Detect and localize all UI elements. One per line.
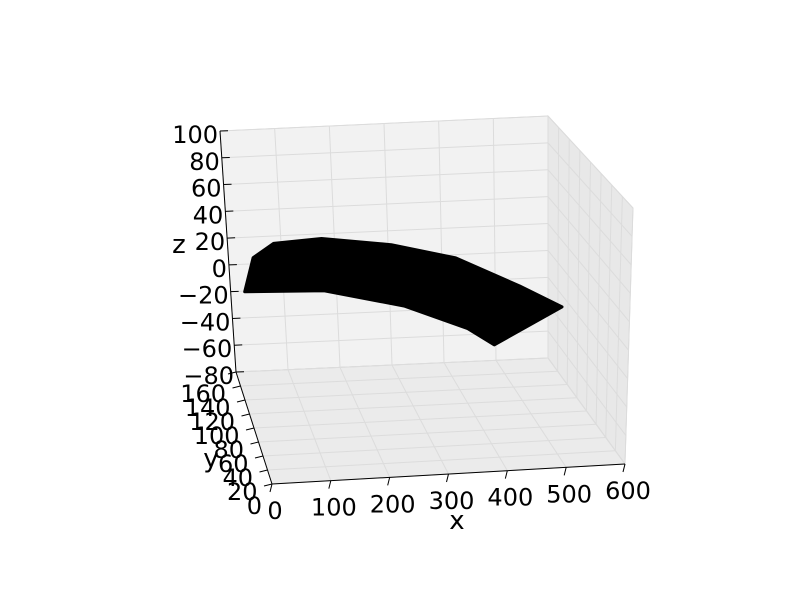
x-tick (505, 471, 507, 479)
x-tick-label: 500 (546, 480, 592, 508)
z-tick-label: −40 (180, 308, 231, 336)
x-tick (447, 474, 449, 482)
x-tick (270, 484, 272, 492)
y-tick (242, 414, 250, 416)
y-tick (264, 484, 272, 486)
y-tick (237, 400, 245, 402)
x-tick-label: 100 (311, 494, 357, 522)
x-tick (388, 477, 390, 485)
x-axis-label: x (449, 506, 464, 536)
y-tick (255, 456, 263, 458)
z-tick-label: 20 (195, 228, 226, 256)
y-axis-label: y (203, 444, 218, 474)
x-tick-label: 400 (487, 484, 533, 512)
z-tick-label: 80 (189, 148, 220, 176)
z-axis-label: z (172, 230, 186, 260)
x-tick (329, 481, 331, 489)
z-tick-label: −80 (183, 362, 234, 390)
x-tick-label: 600 (605, 477, 651, 505)
y-tick (246, 428, 254, 430)
y-tick (251, 442, 259, 444)
x-tick (623, 464, 625, 472)
z-tick-label: 60 (191, 175, 222, 203)
y-tick (260, 470, 268, 472)
x-tick-label: 200 (370, 490, 416, 518)
x-tick-label: 0 (267, 497, 282, 525)
z-tick-label: −60 (182, 335, 233, 363)
x-tick (564, 467, 566, 475)
z-tick-label: −20 (178, 282, 229, 310)
z-tick-label: 40 (193, 201, 224, 229)
z-tick-label: 100 (172, 121, 218, 149)
z-tick-label: 0 (212, 255, 227, 283)
